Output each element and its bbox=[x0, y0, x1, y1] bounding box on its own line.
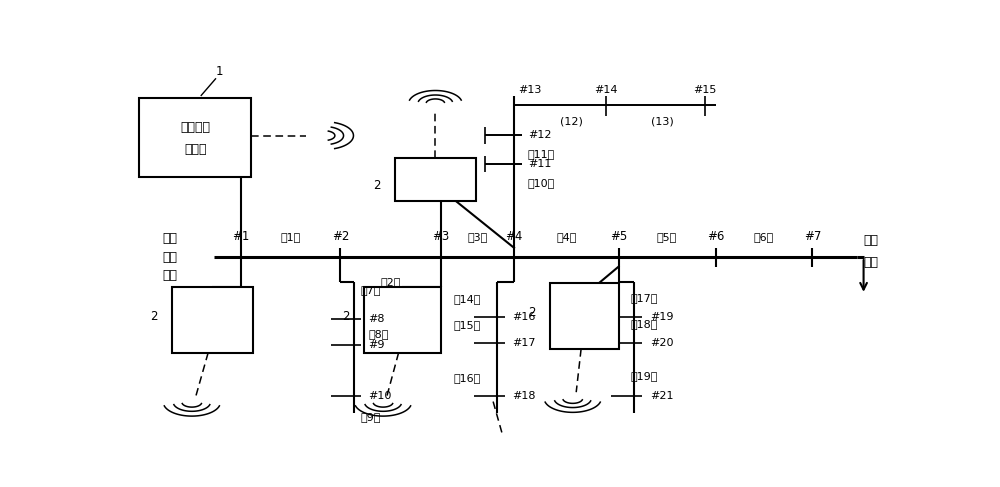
Text: （17）: （17） bbox=[630, 293, 658, 303]
Text: （11）: （11） bbox=[528, 149, 555, 159]
Text: （18）: （18） bbox=[630, 319, 658, 329]
Text: （19）: （19） bbox=[630, 372, 658, 381]
Text: （1）: （1） bbox=[281, 231, 301, 242]
Text: #21: #21 bbox=[650, 391, 673, 401]
Text: （7）: （7） bbox=[361, 285, 381, 295]
Text: #1: #1 bbox=[233, 230, 250, 243]
Text: #2: #2 bbox=[332, 230, 349, 243]
Text: #12: #12 bbox=[528, 131, 552, 140]
Text: #11: #11 bbox=[528, 159, 551, 169]
Text: 变压: 变压 bbox=[162, 232, 177, 245]
Text: （2）: （2） bbox=[381, 277, 401, 286]
Bar bbox=[550, 283, 619, 349]
Text: #16: #16 bbox=[512, 312, 536, 322]
Text: #17: #17 bbox=[512, 338, 536, 348]
Text: 器出: 器出 bbox=[162, 251, 177, 263]
Text: #19: #19 bbox=[650, 312, 673, 322]
Bar bbox=[172, 287, 253, 353]
Text: #20: #20 bbox=[650, 338, 673, 348]
Text: （5）: （5） bbox=[657, 231, 677, 242]
Bar bbox=[395, 158, 476, 201]
Text: （14）: （14） bbox=[454, 294, 481, 304]
Text: 系统优化: 系统优化 bbox=[180, 121, 210, 134]
Text: 控制器: 控制器 bbox=[184, 143, 206, 155]
Text: 2: 2 bbox=[373, 179, 381, 192]
Text: #18: #18 bbox=[512, 391, 536, 401]
Text: （6）: （6） bbox=[754, 231, 774, 242]
Text: 2: 2 bbox=[528, 306, 536, 319]
Text: #13: #13 bbox=[518, 85, 541, 94]
Text: #8: #8 bbox=[368, 314, 385, 324]
Text: 末端: 末端 bbox=[863, 256, 878, 269]
Text: #14: #14 bbox=[594, 85, 617, 94]
Text: （3）: （3） bbox=[467, 231, 488, 242]
Text: 线端: 线端 bbox=[162, 269, 177, 282]
Text: #7: #7 bbox=[804, 230, 821, 243]
Text: #9: #9 bbox=[368, 340, 385, 350]
Text: 线路: 线路 bbox=[863, 234, 878, 247]
Text: #4: #4 bbox=[505, 230, 523, 243]
Text: #3: #3 bbox=[433, 230, 450, 243]
Text: #5: #5 bbox=[610, 230, 627, 243]
Text: （4）: （4） bbox=[556, 231, 577, 242]
Text: (12): (12) bbox=[560, 116, 583, 126]
Bar bbox=[139, 98, 251, 177]
Text: （8）: （8） bbox=[368, 329, 389, 339]
Text: （10）: （10） bbox=[528, 178, 555, 188]
Text: （16）: （16） bbox=[454, 373, 481, 383]
Text: #10: #10 bbox=[368, 391, 392, 401]
Text: （15）: （15） bbox=[454, 320, 481, 331]
Text: （9）: （9） bbox=[361, 412, 381, 422]
Text: (13): (13) bbox=[651, 116, 674, 126]
Text: 2: 2 bbox=[342, 310, 350, 323]
Text: #6: #6 bbox=[707, 230, 724, 243]
Text: 1: 1 bbox=[216, 65, 224, 78]
Bar bbox=[364, 287, 441, 353]
Text: 2: 2 bbox=[150, 310, 158, 323]
Text: #15: #15 bbox=[693, 85, 716, 94]
